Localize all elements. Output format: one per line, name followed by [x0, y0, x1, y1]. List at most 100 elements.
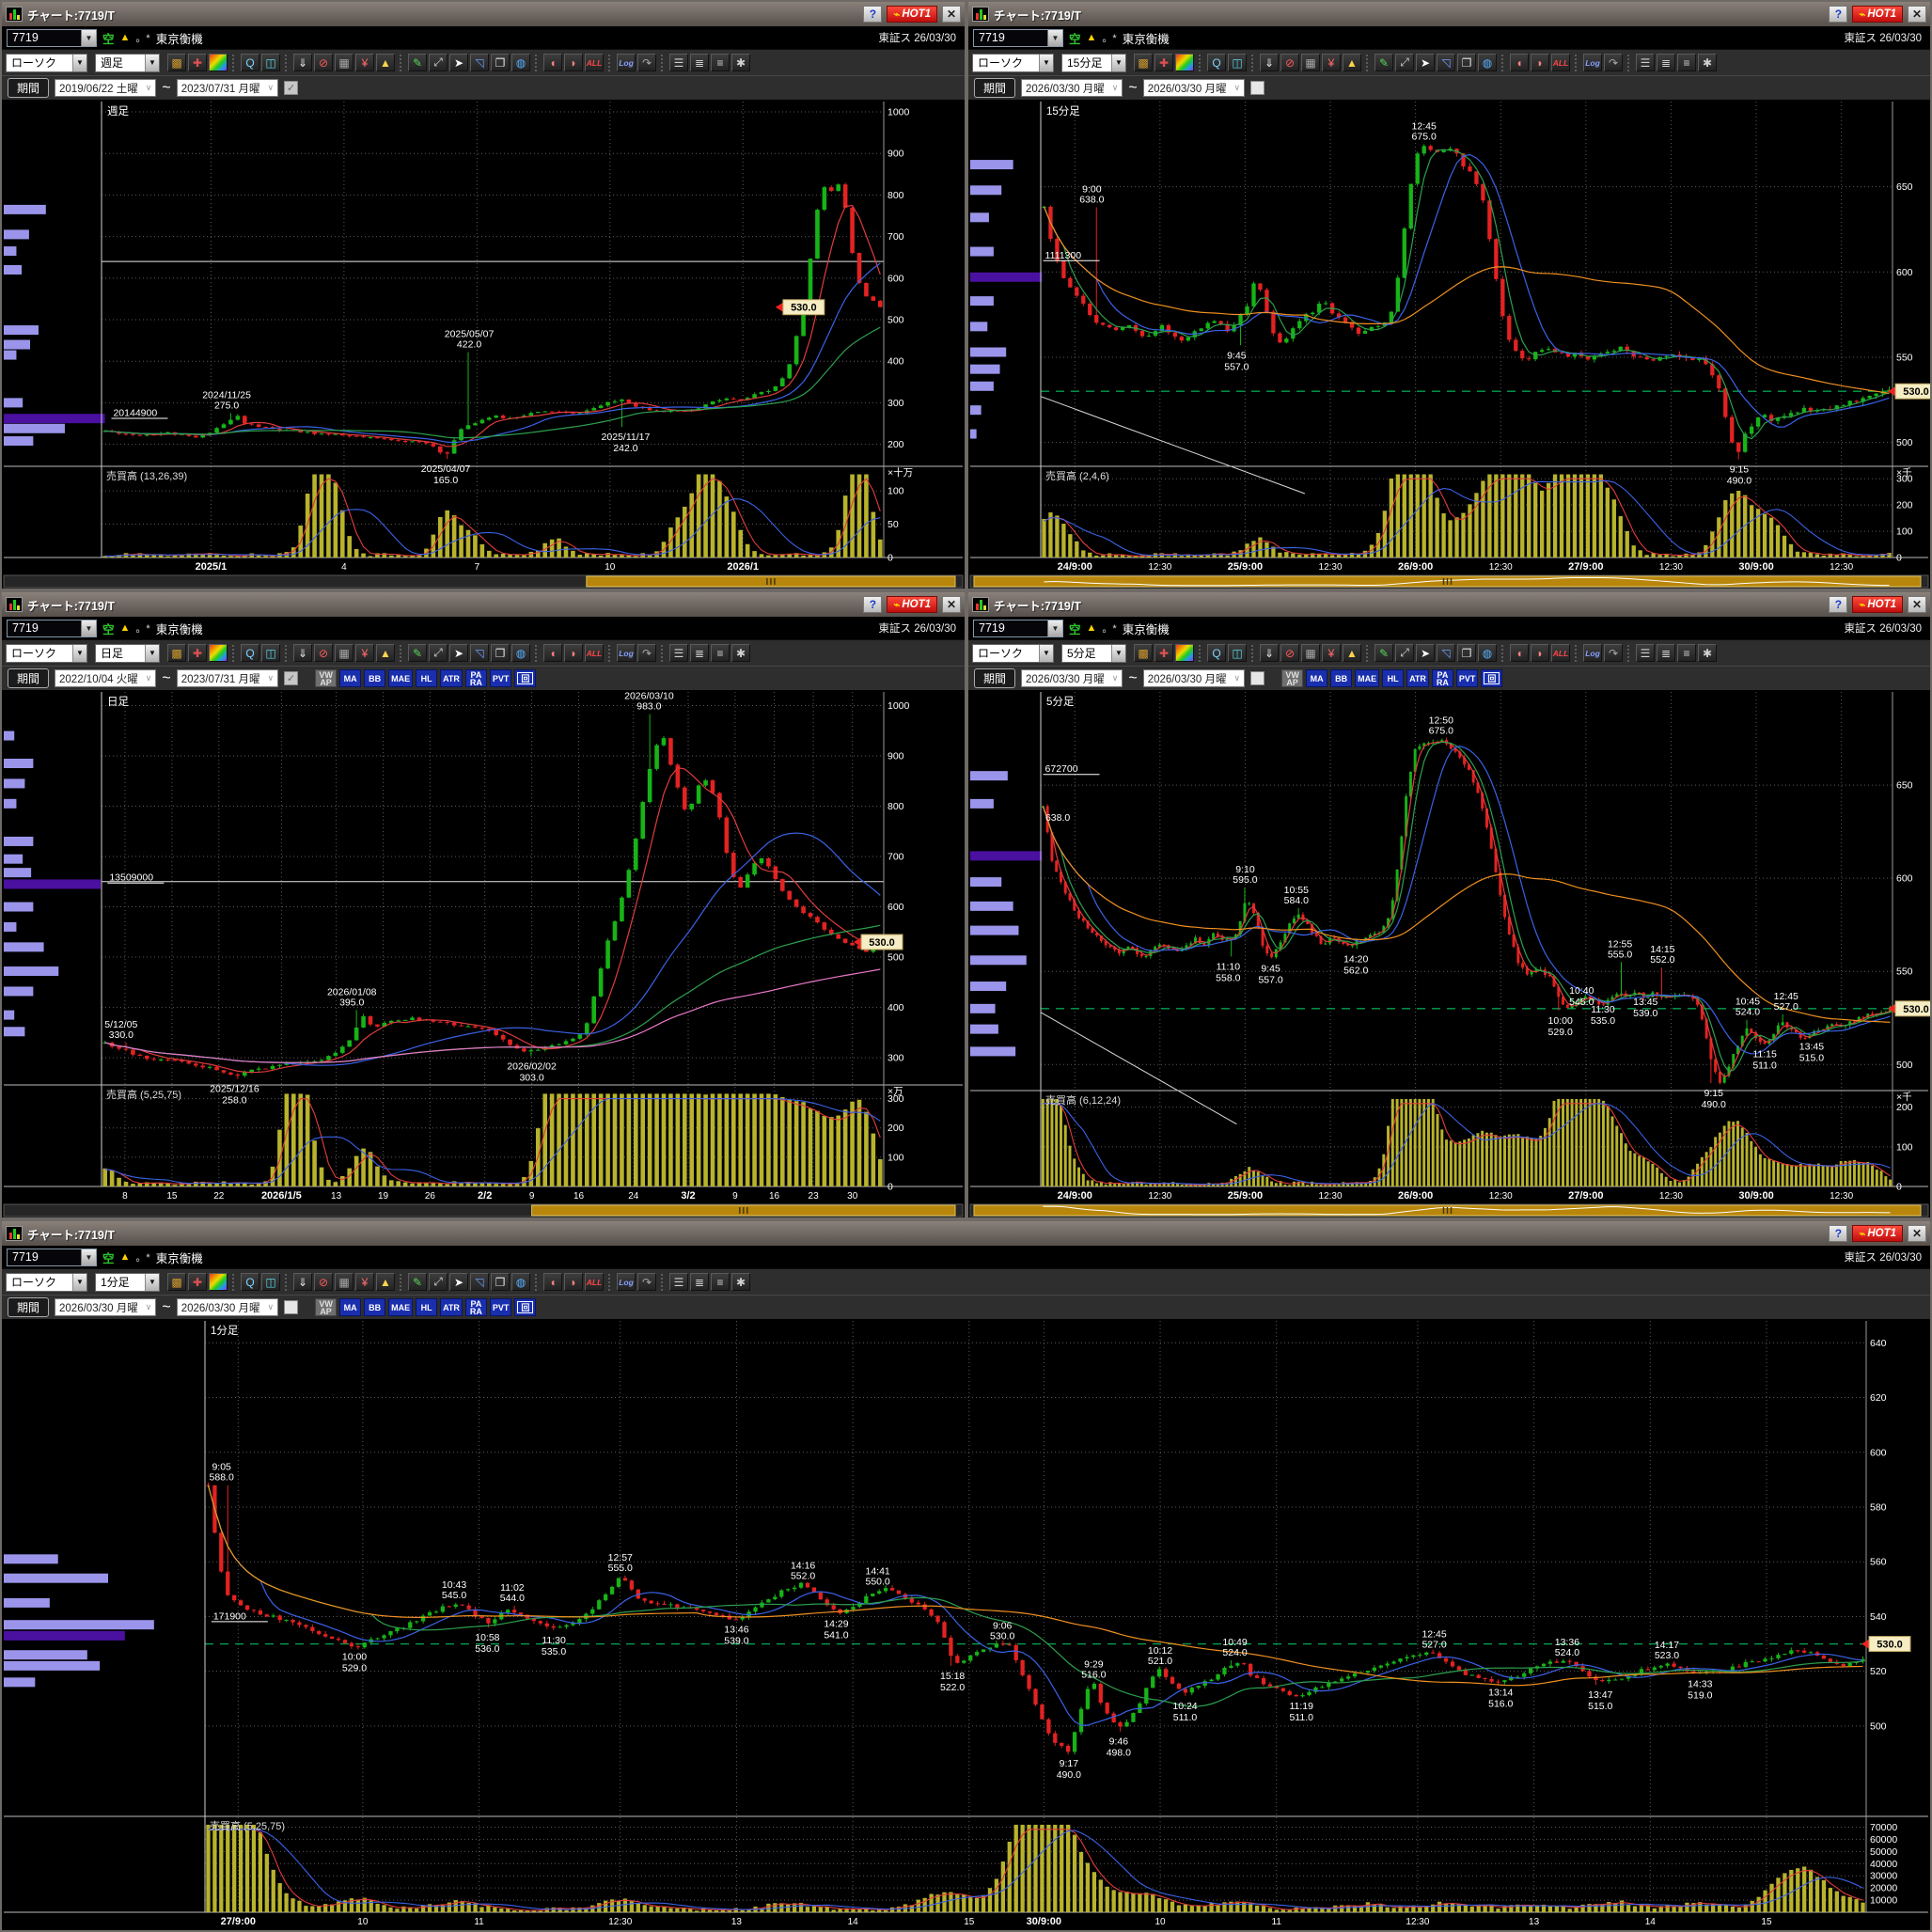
chart-list-icon[interactable]: ≡ — [1677, 644, 1696, 662]
chart-list-icon[interactable]: ≡ — [1677, 54, 1696, 71]
board-list-icon[interactable]: ☰ — [669, 644, 688, 662]
chart-type-select[interactable]: ローソク ▼ — [972, 53, 1054, 72]
symbol-input[interactable]: 7719 ▼ — [973, 619, 1063, 637]
period-to-select[interactable]: 2023/07/31 月曜 ∨ — [176, 79, 279, 97]
symbol-input[interactable]: 7719 ▼ — [7, 1248, 97, 1266]
chart-type-select[interactable]: ローソク ▼ — [972, 643, 1054, 663]
timeframe-select[interactable]: 日足 ▼ — [95, 643, 160, 663]
copy-chart-icon[interactable]: ❐ — [491, 1273, 510, 1291]
flip-tool-icon[interactable]: ◹ — [470, 644, 489, 662]
window-titlebar[interactable]: チャート:7719/T ? ⌁ HOT1 ✕ — [2, 592, 965, 617]
quote-list-icon[interactable]: ≣ — [690, 54, 709, 71]
help-button[interactable]: ? — [863, 596, 883, 613]
chart-pattern-icon[interactable]: ▩ — [167, 1273, 186, 1291]
alert-icon[interactable]: ▲ — [376, 54, 395, 71]
period-to-select[interactable]: 2026/03/30 月曜 ∨ — [176, 1298, 279, 1316]
palette-icon[interactable] — [209, 1273, 228, 1291]
alert-icon[interactable]: ▲ — [1343, 644, 1361, 662]
ma-button[interactable]: MA — [339, 1298, 362, 1316]
all-bars-icon[interactable]: ALL — [585, 54, 604, 71]
vwap-button[interactable]: VW AP — [315, 669, 338, 687]
chart-region[interactable]: 9:00 638.0 9:45 557.0 12:45 675.0 9:15 490.0 111… — [968, 100, 1930, 589]
period-button[interactable]: 期間 — [8, 1297, 50, 1317]
period-checkbox[interactable] — [1250, 671, 1265, 685]
vwap-button[interactable]: VW AP — [315, 1298, 338, 1316]
chevron-down-icon[interactable]: ∨ — [145, 83, 152, 92]
period-to-select[interactable]: 2023/07/31 月曜 ∨ — [176, 669, 279, 687]
close-button[interactable]: ✕ — [1908, 596, 1926, 613]
chevron-down-icon[interactable]: ▼ — [145, 644, 159, 662]
widen-bars-icon[interactable]: ◗ — [1531, 54, 1549, 71]
chevron-down-icon[interactable]: ∨ — [1233, 83, 1241, 92]
board-list-icon[interactable]: ☰ — [1636, 54, 1655, 71]
price-yen-icon[interactable]: ¥ — [355, 1273, 374, 1291]
undo-icon[interactable]: ↷ — [637, 644, 656, 662]
chevron-down-icon[interactable]: ▼ — [145, 1273, 159, 1291]
close-button[interactable]: ✕ — [1908, 6, 1926, 23]
chart-region[interactable]: 9:05 588.0 10:00 529.0 10:43 545.0 10:58 536.0 1… — [2, 1319, 1930, 1930]
settings-list-icon[interactable]: ✱ — [731, 1273, 750, 1291]
repair-tool-icon[interactable]: ✚ — [188, 54, 207, 71]
symbol-input[interactable]: 7719 ▼ — [7, 28, 97, 47]
period-checkbox[interactable] — [284, 81, 299, 95]
download-chart-icon[interactable]: ⇓ — [293, 54, 312, 71]
narrow-bars-icon[interactable]: ◖ — [543, 54, 562, 71]
timeframe-select[interactable]: 5分足 ▼ — [1061, 643, 1126, 663]
window-titlebar[interactable]: チャート:7719/T ? ⌁ HOT1 ✕ — [2, 1221, 1930, 1246]
window-titlebar[interactable]: チャート:7719/T ? ⌁ HOT1 ✕ — [2, 2, 965, 26]
draw-pencil-icon[interactable]: ✎ — [408, 54, 427, 71]
period-to-select[interactable]: 2026/03/30 月曜 ∨ — [1142, 669, 1246, 687]
ma-button[interactable]: MA — [1306, 669, 1328, 687]
alert-icon[interactable]: ▲ — [1343, 54, 1361, 71]
copy-chart-icon[interactable]: ❐ — [1457, 644, 1476, 662]
regression-button[interactable]: 回 — [1481, 669, 1503, 687]
flip-tool-icon[interactable]: ◹ — [470, 1273, 489, 1291]
period-from-select[interactable]: 2026/03/30 月曜 ∨ — [1021, 79, 1123, 97]
timeframe-select[interactable]: 15分足 ▼ — [1061, 53, 1126, 72]
period-from-select[interactable]: 2022/10/04 火曜 ∨ — [55, 669, 157, 687]
copy-chart-icon[interactable]: ❐ — [491, 644, 510, 662]
download-chart-icon[interactable]: ⇓ — [293, 644, 312, 662]
vwap-button[interactable]: VW AP — [1281, 669, 1304, 687]
grid-icon[interactable]: ▦ — [335, 1273, 353, 1291]
para-button[interactable]: PA RA — [464, 1298, 487, 1316]
help-button[interactable]: ? — [863, 6, 883, 23]
settings-list-icon[interactable]: ✱ — [1698, 54, 1717, 71]
quote-list-icon[interactable]: ≣ — [1657, 54, 1675, 71]
narrow-bars-icon[interactable]: ◖ — [543, 644, 562, 662]
mae-button[interactable]: MAE — [388, 1298, 414, 1316]
chart-region[interactable]: 2024/11/25 275.0 2025/05/07 422.0 2025/04/07… — [2, 100, 965, 589]
chevron-down-icon[interactable]: ▼ — [1039, 644, 1053, 662]
hot1-badge[interactable]: ⌁ HOT1 — [887, 596, 937, 613]
alert-icon[interactable]: ▲ — [376, 644, 395, 662]
chevron-down-icon[interactable]: ∨ — [267, 673, 275, 683]
period-button[interactable]: 期間 — [8, 78, 50, 98]
narrow-bars-icon[interactable]: ◖ — [1510, 54, 1529, 71]
grid-icon[interactable]: ▦ — [335, 644, 353, 662]
zoom-icon[interactable]: Q — [1207, 644, 1226, 662]
palette-icon[interactable] — [1175, 644, 1194, 662]
quote-list-icon[interactable]: ≣ — [690, 1273, 709, 1291]
chevron-down-icon[interactable]: ▼ — [1111, 644, 1125, 662]
palette-icon[interactable] — [209, 54, 228, 71]
all-bars-icon[interactable]: ALL — [1551, 54, 1570, 71]
chart-type-select[interactable]: ローソク ▼ — [6, 53, 87, 72]
draw-pencil-icon[interactable]: ✎ — [1374, 644, 1393, 662]
period-from-select[interactable]: 2026/03/30 月曜 ∨ — [1021, 669, 1123, 687]
period-checkbox[interactable] — [284, 1300, 299, 1314]
chart-pattern-icon[interactable]: ▩ — [167, 644, 186, 662]
settings-list-icon[interactable]: ✱ — [731, 644, 750, 662]
chevron-down-icon[interactable]: ▼ — [1111, 54, 1125, 71]
period-button[interactable]: 期間 — [974, 78, 1016, 98]
select-cursor-icon[interactable]: ➤ — [449, 644, 468, 662]
mae-button[interactable]: MAE — [1355, 669, 1380, 687]
window-layout-icon[interactable]: ◫ — [1228, 644, 1247, 662]
timeframe-select[interactable]: 1分足 ▼ — [95, 1272, 160, 1292]
para-button[interactable]: PA RA — [464, 669, 487, 687]
hot1-badge[interactable]: ⌁ HOT1 — [1852, 596, 1903, 613]
select-cursor-icon[interactable]: ➤ — [449, 1273, 468, 1291]
